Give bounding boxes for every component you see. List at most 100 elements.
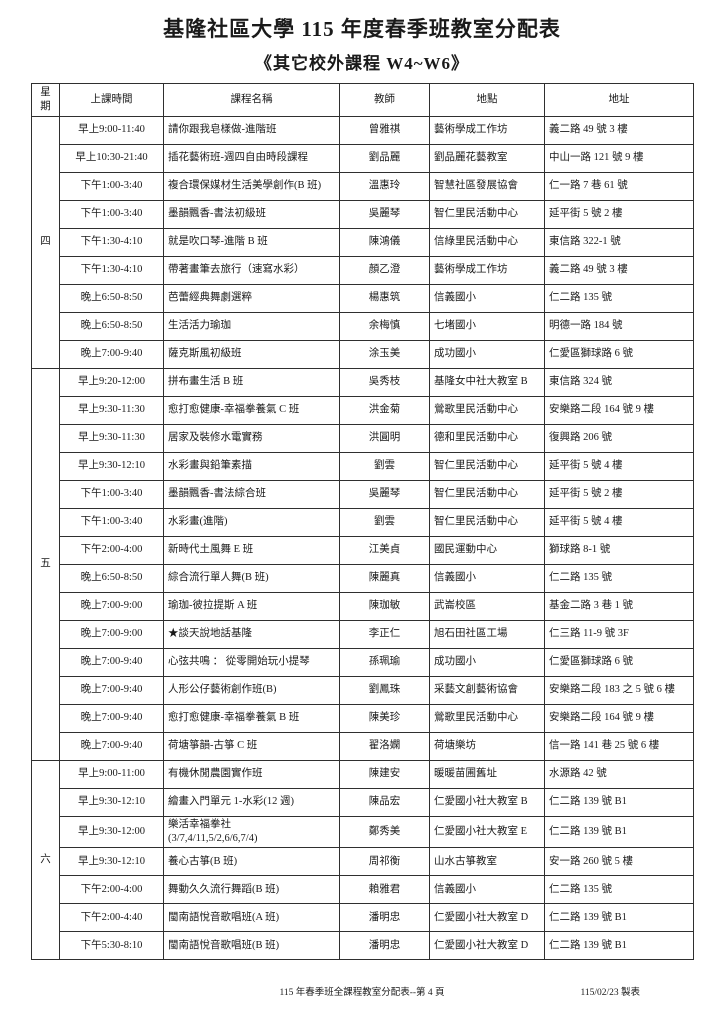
- cell-time: 早上9:30-11:30: [59, 424, 164, 453]
- cell-location: 劉品麗花藝教室: [429, 144, 545, 173]
- table-row: 六早上9:00-11:00 有機休閒農園實作班 陳建安 暖暖苗圃舊址 水源路 42 號: [31, 759, 694, 961]
- cell-course: 人形公仔藝術創作班(B): [163, 676, 340, 705]
- footer-date-label: 115/02/23 製表: [580, 988, 640, 998]
- table-row: 晚上7:00-9:40 愈打愈健康-幸福拳養氣 B 班陳美珍 鶯歌里民活動中心 安樂路…: [32, 704, 694, 733]
- cell-teacher: 鄭秀美: [339, 815, 430, 849]
- cell-teacher: 劉鳳珠: [339, 676, 430, 705]
- cell-location: 仁愛國小社大教室 E: [429, 815, 545, 849]
- cell-time: 下午2:00-4:00: [59, 875, 164, 905]
- header-address: 地址: [544, 83, 694, 117]
- cell-course: 居家及裝修水電實務: [163, 424, 340, 453]
- table-row: 下午1:00-3:40 墨韻飄香-書法初級班 吳麗琴 智仁里民活動中心 延平街 5 號 …: [32, 200, 694, 229]
- table-row: 早上9:30-11:30 居家及裝修水電實務 洪圓明 德和里民活動中心 復興路 206 …: [32, 424, 694, 453]
- table-row: 下午1:00-3:40 水彩畫(進階) 劉雲 智仁里民活動中心 延平街 5 號 4 樓: [32, 508, 694, 537]
- cell-address: 中山一路 121 號 9 樓: [544, 144, 694, 173]
- cell-location: 信義國小: [429, 284, 545, 313]
- cell-location: 七堵國小: [429, 312, 545, 341]
- cell-teacher: 陳建安: [339, 760, 430, 789]
- cell-location: 信綠里民活動中心: [429, 228, 545, 257]
- cell-teacher: 溫惠玲: [339, 172, 430, 201]
- cell-course: 有機休閒農園實作班: [163, 760, 340, 789]
- footer-page-label: 115 年春季班全課程教室分配表--第 4 頁: [279, 988, 445, 998]
- table-row: 晚上7:00-9:40 薩克斯風初級班 涂玉美 成功國小 仁愛區獅球路 6 號: [32, 340, 694, 369]
- cell-teacher: 吳秀枝: [339, 368, 430, 397]
- table-row: 晚上7:00-9:00 ★談天說地話基隆 李正仁 旭石田社區工場 仁三路 11-9 號 …: [32, 620, 694, 649]
- cell-time: 下午2:00-4:40: [59, 903, 164, 933]
- cell-teacher: 劉雲: [339, 452, 430, 481]
- cell-time: 晚上7:00-9:40: [59, 648, 164, 677]
- cell-course: 帶著畫筆去旅行（速寫水彩）: [163, 256, 340, 285]
- table-row: 早上9:30-12:10 水彩畫與鉛筆素描 劉雲 智仁里民活動中心 延平街 5 號 4 …: [32, 452, 694, 481]
- cell-address: 東信路 322-1 號: [544, 228, 694, 257]
- cell-time: 晚上6:50-8:50: [59, 564, 164, 593]
- cell-address: 復興路 206 號: [544, 424, 694, 453]
- cell-address: 仁二路 139 號 B1: [544, 903, 694, 933]
- cell-address: 仁二路 139 號 B1: [544, 931, 694, 961]
- cell-course: 舞動久久流行舞蹈(B 班): [163, 875, 340, 905]
- table-row: 晚上7:00-9:40 心弦共鳴 ： 從零開始玩小提琴 孫珮瑜 成功國小 仁愛區獅球路 …: [32, 648, 694, 677]
- header-teacher: 教師: [339, 83, 430, 117]
- cell-location: 仁愛國小社大教室 B: [429, 788, 545, 817]
- cell-address: 明德一路 184 號: [544, 312, 694, 341]
- cell-location: 鶯歌里民活動中心: [429, 396, 545, 425]
- cell-course: 拼布畫生活 B 班: [163, 368, 340, 397]
- cell-location: 德和里民活動中心: [429, 424, 545, 453]
- cell-location: 智仁里民活動中心: [429, 452, 545, 481]
- cell-course: 養心古箏(B 班): [163, 847, 340, 877]
- cell-teacher: 劉品麗: [339, 144, 430, 173]
- day-cell: 六: [31, 759, 60, 961]
- table-row: 下午2:00-4:00 舞動久久流行舞蹈(B 班) 賴雅君 信義國小 仁二路 135 號: [32, 875, 694, 905]
- cell-time: 晚上6:50-8:50: [59, 312, 164, 341]
- cell-teacher: 陳品宏: [339, 788, 430, 817]
- cell-location: 成功國小: [429, 340, 545, 369]
- cell-teacher: 陳美珍: [339, 704, 430, 733]
- cell-location: 采藝文創藝術協會: [429, 676, 545, 705]
- cell-address: 仁二路 135 號: [544, 284, 694, 313]
- cell-course: 墨韻飄香-書法綜合班: [163, 480, 340, 509]
- cell-course: 瑜珈-彼拉提斯 A 班: [163, 592, 340, 621]
- cell-time: 早上9:30-12:00: [59, 815, 164, 849]
- cell-course: 芭蕾經典舞劇選粹: [163, 284, 340, 313]
- table-row: 下午1:00-3:40 複合環保媒材生活美學創作(B 班) 溫惠玲 智慧社區發展協會仁…: [32, 172, 694, 201]
- cell-address: 仁二路 135 號: [544, 875, 694, 905]
- cell-teacher: 翟洛嫻: [339, 732, 430, 761]
- cell-location: 武崙校區: [429, 592, 545, 621]
- cell-location: 智慧社區發展協會: [429, 172, 545, 201]
- cell-teacher: 賴雅君: [339, 875, 430, 905]
- table-row: 四早上9:00-11:40 請你跟我皂樣做-進階班 曾雅祺 藝術學成工作坊 義二路 49…: [31, 116, 694, 369]
- cell-address: 仁二路 139 號 B1: [544, 788, 694, 817]
- cell-location: 荷塘樂坊: [429, 732, 545, 761]
- cell-time: 早上9:00-11:40: [59, 116, 164, 145]
- cell-course: 樂活幸福拳社 (3/7,4/11,5/2,6/6,7/4): [163, 815, 340, 849]
- table-row: 早上9:30-12:00 樂活幸福拳社 (3/7,4/11,5/2,6/6,7/4…: [32, 815, 694, 849]
- cell-address: 延平街 5 號 2 樓: [544, 200, 694, 229]
- cell-time: 晚上7:00-9:40: [59, 704, 164, 733]
- page-title: 基隆社區大學 115 年度春季班教室分配表: [163, 17, 561, 41]
- cell-time: 晚上6:50-8:50: [59, 284, 164, 313]
- table-row: 下午2:00-4:40 閩南語悅音歌唱班(A 班) 潘明忠 仁愛國小社大教室 D 仁二路…: [32, 903, 694, 933]
- cell-address: 安樂路二段 183 之 5 號 6 樓: [544, 676, 694, 705]
- cell-address: 仁一路 7 巷 61 號: [544, 172, 694, 201]
- cell-course: 心弦共鳴 ： 從零開始玩小提琴: [163, 648, 340, 677]
- cell-time: 早上9:30-12:10: [59, 452, 164, 481]
- cell-time: 早上9:30-12:10: [59, 788, 164, 817]
- cell-teacher: 吳麗琴: [339, 200, 430, 229]
- cell-course: 薩克斯風初級班: [163, 340, 340, 369]
- cell-location: 藝術學成工作坊: [429, 256, 545, 285]
- cell-time: 下午2:00-4:00: [59, 536, 164, 565]
- cell-course: 綜合流行單人舞(B 班): [163, 564, 340, 593]
- cell-course: 愈打愈健康-幸福拳養氣 C 班: [163, 396, 340, 425]
- cell-address: 仁二路 135 號: [544, 564, 694, 593]
- table-row: 早上9:30-11:30 愈打愈健康-幸福拳養氣 C 班洪金菊 鶯歌里民活動中心 安樂…: [32, 396, 694, 425]
- cell-address: 安樂路二段 164 號 9 樓: [544, 704, 694, 733]
- cell-location: 鶯歌里民活動中心: [429, 704, 545, 733]
- cell-course: 就是吹口琴-進階 B 班: [163, 228, 340, 257]
- cell-location: 藝術學成工作坊: [429, 116, 545, 145]
- cell-location: 智仁里民活動中心: [429, 200, 545, 229]
- cell-teacher: 顏乙澄: [339, 256, 430, 285]
- cell-time: 下午1:30-4:10: [59, 228, 164, 257]
- cell-address: 延平街 5 號 4 樓: [544, 452, 694, 481]
- cell-teacher: 余梅慎: [339, 312, 430, 341]
- cell-course: 水彩畫與鉛筆素描: [163, 452, 340, 481]
